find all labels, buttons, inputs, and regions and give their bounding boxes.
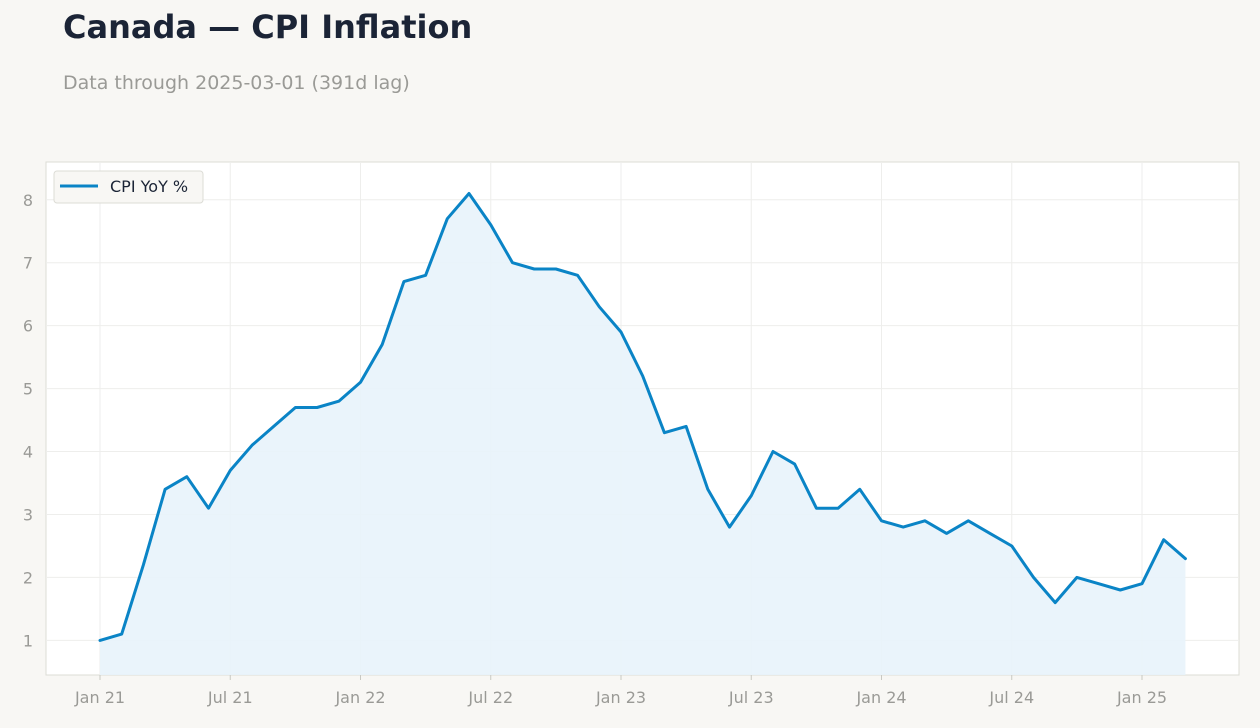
data-point: [554, 267, 558, 271]
data-point: [901, 525, 905, 529]
legend-label: CPI YoY %: [110, 177, 188, 196]
data-point: [272, 424, 276, 428]
legend-box: [53, 170, 204, 204]
data-point: [1010, 544, 1014, 548]
x-tick-label: Jul 21: [207, 688, 253, 707]
data-point: [1140, 582, 1144, 586]
x-tick-label: Jul 24: [988, 688, 1034, 707]
data-point: [337, 399, 341, 403]
data-point: [532, 267, 536, 271]
data-point: [576, 273, 580, 277]
series-line: [98, 192, 1187, 642]
data-point: [1053, 601, 1057, 605]
data-point: [185, 475, 189, 479]
data-point: [1097, 582, 1101, 586]
data-point: [641, 374, 645, 378]
x-tick-label: Jan 21: [74, 688, 125, 707]
y-tick-label: 7: [23, 254, 33, 273]
data-point: [1032, 575, 1036, 579]
y-tick-label: 8: [23, 191, 33, 210]
data-point: [1075, 575, 1079, 579]
y-tick-label: 6: [23, 317, 33, 336]
data-point: [163, 487, 167, 491]
series-area-fill: [100, 193, 1186, 675]
data-point: [207, 506, 211, 510]
data-point: [424, 273, 428, 277]
data-point: [402, 280, 406, 284]
data-point: [98, 638, 102, 642]
data-point: [836, 506, 840, 510]
data-point: [814, 506, 818, 510]
x-tick-label: Jan 24: [855, 688, 906, 707]
x-tick-label: Jan 22: [334, 688, 385, 707]
data-point: [945, 531, 949, 535]
legend: CPI YoY %: [53, 170, 204, 204]
data-point: [1183, 557, 1187, 561]
y-tick-label: 4: [23, 443, 33, 462]
data-point: [1118, 588, 1122, 592]
data-point: [597, 305, 601, 309]
data-point: [141, 563, 145, 567]
y-tick-label: 5: [23, 380, 33, 399]
data-point: [489, 223, 493, 227]
x-tick-label: Jul 23: [728, 688, 774, 707]
data-point: [619, 330, 623, 334]
x-tick-label: Jan 23: [595, 688, 646, 707]
x-tick-label: Jan 25: [1116, 688, 1167, 707]
y-tick-label: 3: [23, 505, 33, 524]
data-point: [749, 494, 753, 498]
data-point: [359, 380, 363, 384]
data-point: [445, 217, 449, 221]
chart-title: Canada — CPI Inflation: [63, 8, 473, 46]
data-point: [988, 531, 992, 535]
data-point: [923, 519, 927, 523]
data-point: [880, 519, 884, 523]
y-tick-label: 1: [23, 631, 33, 650]
data-point: [966, 519, 970, 523]
data-point: [293, 406, 297, 410]
data-point: [684, 424, 688, 428]
y-axis: 1 2 3 4 5 6 7 8: [23, 191, 33, 651]
data-point: [228, 468, 232, 472]
series-layer: [98, 192, 1187, 675]
data-point: [1162, 538, 1166, 542]
data-point: [511, 261, 515, 265]
data-point: [793, 462, 797, 466]
data-point: [315, 406, 319, 410]
x-axis: Jan 21 Jul 21 Jan 22 Jul 22 Jan 23 Jul 23 Jan …: [74, 675, 1167, 707]
data-point: [380, 343, 384, 347]
data-point: [120, 632, 124, 636]
x-tick-label: Jul 22: [467, 688, 513, 707]
data-point: [771, 450, 775, 454]
data-point: [858, 487, 862, 491]
data-point: [728, 525, 732, 529]
chart-subtitle: Data through 2025-03-01 (391d lag): [63, 72, 410, 94]
data-point: [662, 431, 666, 435]
data-point: [250, 443, 254, 447]
data-point: [706, 487, 710, 491]
data-point: [467, 192, 471, 196]
y-tick-label: 2: [23, 568, 33, 587]
